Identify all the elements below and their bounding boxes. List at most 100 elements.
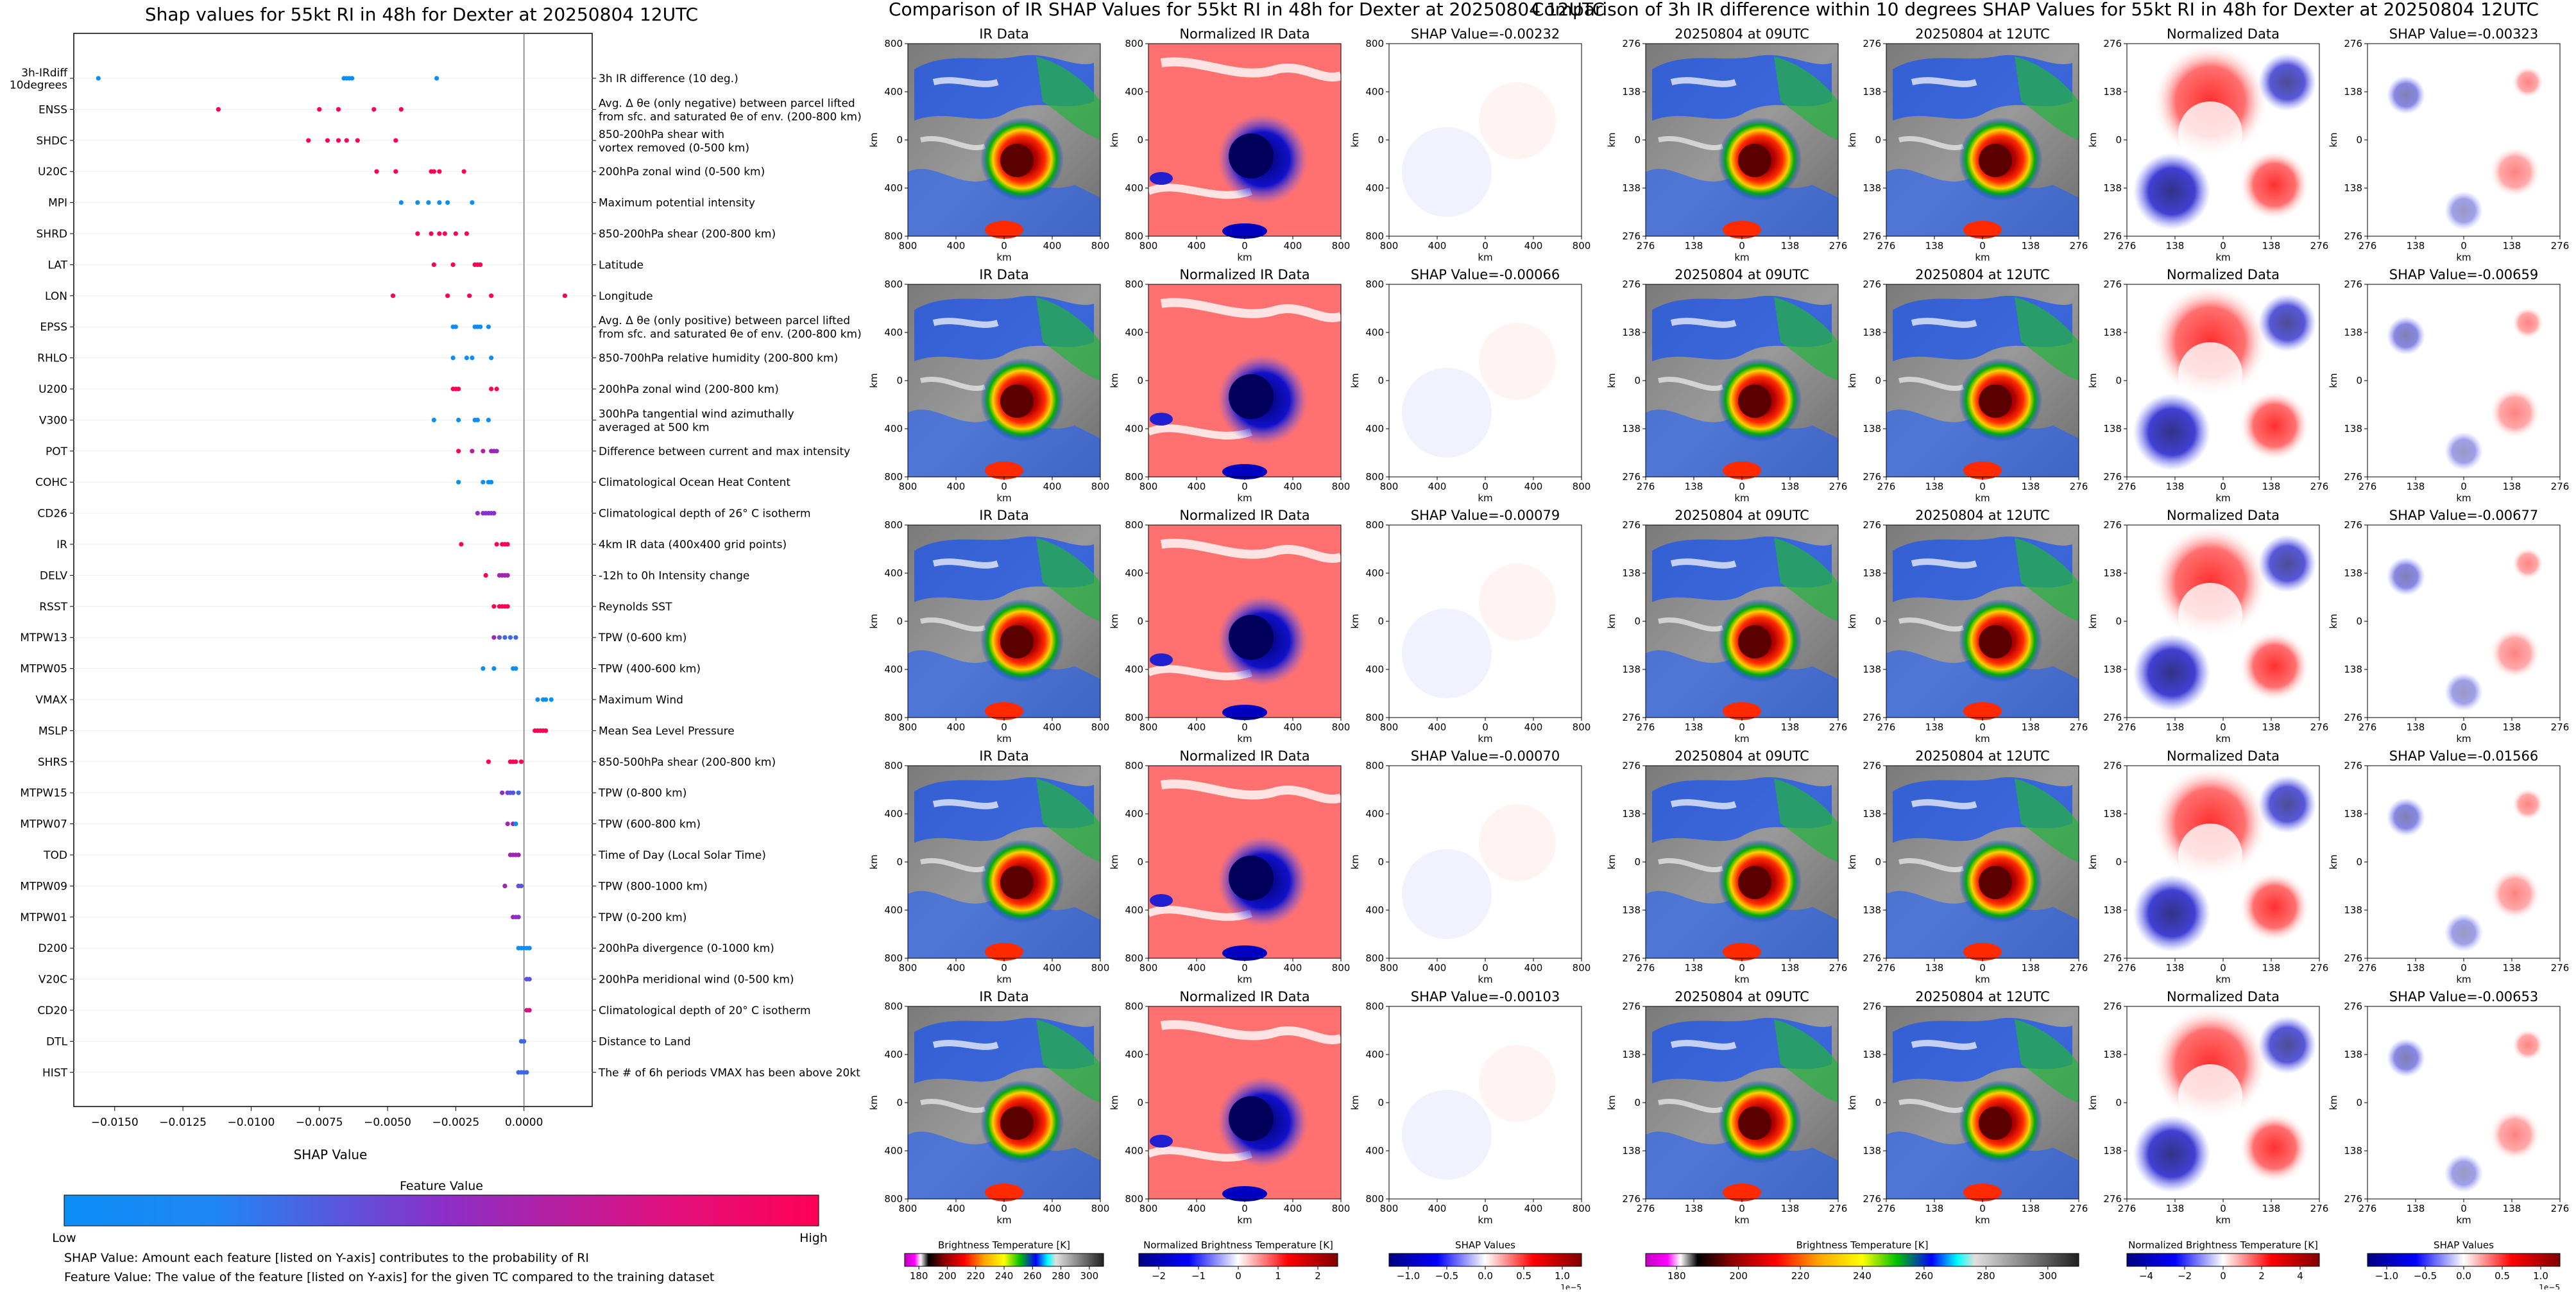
feature-description: Maximum Wind	[599, 694, 683, 707]
axis-tick-label: 800	[1380, 481, 1399, 492]
panel-title: 20250804 at 12UTC	[1915, 508, 2050, 523]
colorbar-label: Brightness Temperature [K]	[938, 1239, 1070, 1251]
axis-tick-label: 800	[1365, 760, 1384, 771]
axis-tick-label: 276	[2103, 38, 2122, 49]
axis-tick-label: 138	[2022, 481, 2040, 492]
axis-tick-label: 138	[1925, 240, 1944, 252]
axis-xlabel: km	[996, 733, 1011, 745]
axis-tick-label: 138	[2022, 962, 2040, 974]
feature-description: Avg. Δ θe (only negative) between parcel…	[599, 97, 862, 123]
axis-tick-label: 800	[1125, 1193, 1143, 1205]
feature-description: Mean Sea Level Pressure	[599, 725, 735, 737]
shap-point	[445, 200, 450, 205]
axis-tick-label: 400	[1365, 1049, 1384, 1060]
axis-tick-label: 138	[2262, 962, 2281, 974]
axis-tick-label: 138	[2503, 721, 2521, 733]
axis-tick-label: 400	[1428, 1203, 1447, 1214]
axis-tick-label: 138	[2503, 481, 2521, 492]
axis-tick-label: 0	[2220, 240, 2226, 252]
shap-point	[450, 356, 456, 361]
axis-tick-label: 276	[2310, 481, 2329, 492]
axis-xlabel: km	[1478, 974, 1492, 985]
axis-tick-label: 276	[1622, 519, 1641, 531]
axis-tick-label: 276	[1863, 1001, 1881, 1012]
panel-image	[1389, 766, 1582, 958]
shap-point	[429, 231, 434, 236]
panel-title: SHAP Value=-0.00103	[1411, 989, 1560, 1004]
ir-09utc-panel: 20250804 at 09UTC27627613813800138138276…	[1606, 267, 1847, 504]
axis-tick-label: 276	[2344, 279, 2362, 290]
feature-name: CD26	[37, 508, 67, 521]
axis-tick-label: 138	[2407, 240, 2425, 252]
axis-tick-label: 400	[1125, 664, 1143, 675]
shap-point	[336, 107, 341, 112]
axis-tick-label: 400	[1524, 721, 1543, 733]
axis-tick-label: 276	[2551, 240, 2570, 252]
colorbar-tick-label: 2	[1315, 1270, 1321, 1282]
axis-tick-label: 800	[1573, 240, 1591, 252]
axis-tick-label: 400	[884, 904, 903, 916]
shap-point	[393, 169, 398, 174]
feature-name: U200	[38, 383, 67, 396]
axis-tick-label: 138	[2262, 1203, 2281, 1214]
axis-ylabel: km	[1606, 614, 1617, 628]
panel-title: 20250804 at 12UTC	[1915, 748, 2050, 764]
axis-tick-label: 800	[1139, 240, 1158, 252]
shap-point	[442, 231, 447, 236]
axis-tick-label: 138	[1863, 327, 1881, 338]
axis-tick-label: 0	[1001, 240, 1007, 252]
axis-tick-label: 276	[1637, 240, 1655, 252]
shap-point	[527, 945, 532, 951]
axis-tick-label: 400	[1365, 327, 1384, 338]
feature-name: SHDC	[36, 135, 67, 148]
colorbar-tick-label: 240	[1853, 1270, 1872, 1282]
feature-name: D200	[38, 942, 67, 955]
colorbar-tick-label: 200	[1729, 1270, 1748, 1282]
axis-tick-label: 276	[2103, 519, 2122, 531]
axis-tick-label: 138	[2103, 327, 2122, 338]
axis-tick-label: 400	[1284, 240, 1302, 252]
axis-tick-label: 800	[1125, 471, 1143, 483]
ir-shap-title: Comparison of IR SHAP Values for 55kt RI…	[889, 0, 1605, 20]
shap-colorbar: SHAP Values −1.0 −0.5 0.0 0.5 1.01e−5	[1388, 1239, 1582, 1292]
panel-image	[2367, 1006, 2560, 1199]
x-tick-label: 0.0000	[505, 1116, 543, 1129]
shap-title: Shap values for 55kt RI in 48h for Dexte…	[145, 4, 698, 25]
axis-tick-label: 276	[1622, 38, 1641, 49]
axis-tick-label: 276	[2344, 230, 2362, 242]
axis-tick-label: 400	[1125, 808, 1143, 820]
axis-tick-label: 0	[1241, 962, 1248, 974]
axis-tick-label: 800	[1125, 519, 1143, 531]
axis-xlabel: km	[1975, 974, 1990, 985]
axis-tick-label: 0	[1875, 616, 1881, 627]
axis-ylabel: km	[868, 132, 880, 147]
feature-description: 850-500hPa shear (200-800 km)	[599, 756, 776, 769]
axis-tick-label: 400	[1043, 481, 1062, 492]
axis-xlabel: km	[1237, 974, 1252, 985]
axis-tick-label: 800	[1380, 240, 1399, 252]
axis-tick-label: 276	[2070, 721, 2088, 733]
panel-title: 20250804 at 09UTC	[1675, 26, 1809, 42]
axis-ylabel: km	[1847, 132, 1858, 147]
axis-tick-label: 800	[1365, 1001, 1384, 1012]
axis-tick-label: 0	[2220, 962, 2226, 974]
shap-point	[481, 666, 486, 671]
axis-tick-label: 800	[884, 1193, 903, 1205]
axis-tick-label: 400	[1365, 1145, 1384, 1157]
feature-description: -12h to 0h Intensity change	[599, 569, 749, 582]
axis-tick-label: 276	[1863, 230, 1881, 242]
axis-tick-label: 400	[1043, 721, 1062, 733]
colorbar-bar	[2126, 1253, 2320, 1267]
shap-point	[491, 635, 497, 640]
axis-tick-label: 0	[1137, 134, 1143, 146]
axis-tick-label: 138	[1863, 808, 1881, 820]
axis-tick-label: 276	[1622, 279, 1641, 290]
axis-tick-label: 276	[1637, 721, 1655, 733]
axis-tick-label: 400	[1524, 240, 1543, 252]
panel-image	[2127, 284, 2319, 477]
shap-points	[96, 76, 568, 1075]
shap-point	[437, 231, 442, 236]
axis-tick-label: 276	[2310, 962, 2329, 974]
panel-title: SHAP Value=-0.00659	[2389, 267, 2539, 282]
